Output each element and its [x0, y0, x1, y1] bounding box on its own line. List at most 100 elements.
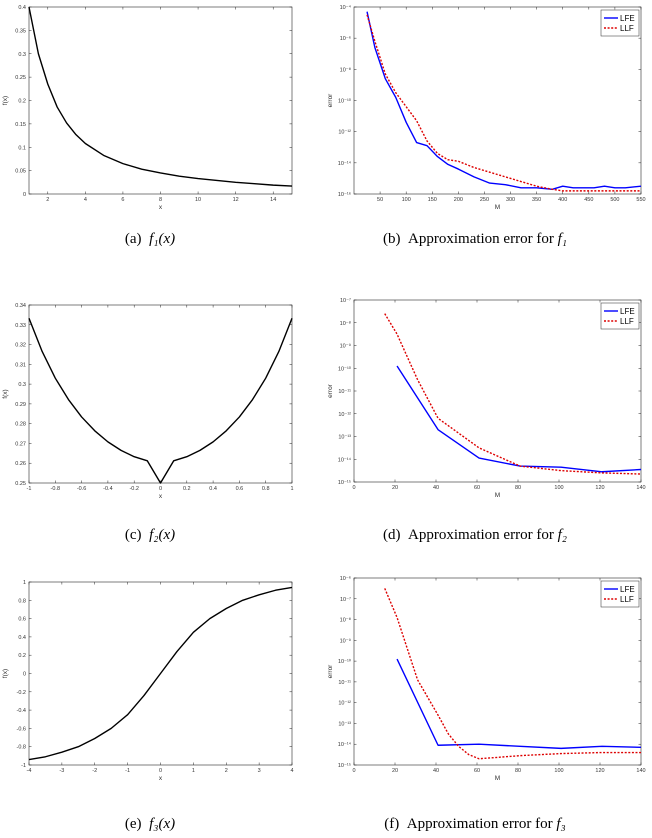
x-tick-label: 0.8 [262, 486, 270, 492]
x-tick-label: -0.2 [129, 486, 138, 492]
y-tick-label: 10⁻⁹ [340, 343, 351, 350]
y-tick-label: 10⁻¹⁰ [338, 658, 352, 665]
x-tick-label: 80 [515, 768, 521, 774]
y-tick-label: 10⁻¹⁴ [338, 741, 352, 748]
x-tick-label: 1 [192, 768, 195, 774]
series-line-f [28, 586, 293, 761]
y-tick-label: -1 [21, 763, 26, 769]
x-tick-label: 200 [454, 197, 463, 203]
chart-b: 50 100 150 200 250 300 350 400 450 500 550 10⁻¹⁶ 10⁻… [327, 4, 646, 211]
y-tick-label: 0.35 [15, 28, 26, 34]
legend-label-llf: LLF [620, 317, 634, 326]
y-tick-label: 0.26 [15, 461, 26, 467]
x-tick-label: 140 [636, 768, 645, 774]
chart-d: 0 20 40 60 80 100 120 140 10⁻¹⁵ 10⁻¹⁴ 10⁻¹³ 10⁻¹² 10… [327, 297, 646, 499]
x-tick-label: -1 [125, 768, 130, 774]
y-tick-label: 0.15 [15, 122, 26, 128]
y-tick-label: 10⁻¹⁵ [338, 762, 351, 769]
x-tick-label: 80 [515, 485, 521, 491]
x-axis-label: M [495, 204, 500, 211]
y-tick-label: 10⁻¹⁰ [338, 365, 352, 372]
x-tick-label: 100 [402, 197, 411, 203]
caption-a: (a) f₁(x) [124, 231, 176, 247]
x-tick-label: 400 [558, 197, 567, 203]
x-tick-label: 12 [233, 197, 239, 203]
y-tick-label: 0.8 [18, 598, 26, 604]
x-axis-label: x [159, 493, 163, 500]
x-tick-label: 20 [392, 485, 398, 491]
y-tick-label: 10⁻¹² [338, 130, 351, 136]
x-tick-label: 6 [121, 197, 124, 203]
series-line-lfe [366, 11, 642, 191]
legend-box [600, 9, 640, 37]
chart-a: 2 4 6 8 10 12 14 0 0.05 0.1 0.15 0.2 0.25 0.3 0.35 0.4 x… [2, 5, 293, 211]
x-tick-label: -0.4 [103, 486, 112, 492]
y-tick-label: 10⁻⁹ [340, 637, 351, 644]
y-tick-label: 0.29 [15, 402, 26, 408]
x-tick-label: 300 [506, 197, 515, 203]
caption-f: (f) Approximation error for f₃ [384, 816, 566, 832]
y-tick-label: -0.6 [17, 726, 26, 732]
caption-b: (b) Approximation error for f₁ [383, 231, 567, 247]
x-tick-label: 100 [554, 768, 563, 774]
plot-frame [353, 299, 642, 483]
y-tick-label: 0.28 [15, 422, 26, 428]
x-tick-label: 0.2 [183, 486, 191, 492]
chart-f: 0 20 40 60 80 100 120 140 10⁻¹⁵ 10⁻¹⁴ 10⁻¹³ 10⁻¹² 10… [327, 575, 646, 782]
y-tick-label: 10⁻¹³ [338, 721, 351, 727]
y-axis-label: f(x) [2, 669, 9, 678]
plot-frame [353, 6, 642, 195]
y-tick-label: 10⁻⁸ [340, 320, 351, 327]
y-tick-label: 0.4 [18, 635, 26, 641]
x-tick-label: 2 [225, 768, 228, 774]
x-tick-label: 8 [159, 197, 162, 203]
x-tick-label: 2 [46, 197, 49, 203]
x-tick-label: 4 [84, 197, 87, 203]
series-line-llf [384, 313, 642, 475]
x-tick-label: -4 [27, 768, 32, 774]
caption-e: (e) f₃(x) [124, 816, 176, 832]
x-tick-label: 4 [290, 768, 293, 774]
legend-label-lfe: LFE [620, 307, 635, 316]
y-axis-label: f(x) [2, 96, 9, 105]
y-tick-label: 0 [23, 672, 26, 678]
y-tick-label: 0.3 [18, 52, 26, 58]
x-tick-label: 40 [433, 768, 439, 774]
x-axis-label: x [159, 775, 163, 782]
y-tick-label: 10⁻¹⁶ [338, 191, 351, 198]
y-tick-label: 10⁻¹⁵ [338, 479, 351, 486]
y-tick-label: 10⁻⁷ [340, 297, 351, 304]
y-tick-label: 0.33 [15, 323, 26, 329]
legend-box [600, 302, 640, 330]
legend-box [600, 580, 640, 608]
x-tick-label: 550 [636, 197, 645, 203]
y-tick-label: 10⁻¹³ [338, 435, 351, 441]
series-line-lfe [396, 658, 642, 750]
x-tick-label: 60 [474, 485, 480, 491]
x-tick-label: 0 [352, 768, 355, 774]
series-line-llf [384, 588, 641, 760]
x-tick-label: 40 [433, 485, 439, 491]
x-tick-label: 20 [392, 768, 398, 774]
x-tick-label: 1 [290, 486, 293, 492]
plot-frame [353, 577, 642, 766]
x-tick-label: 14 [270, 197, 276, 203]
legend-label-llf: LLF [620, 24, 634, 33]
y-tick-label: 0.1 [18, 145, 26, 151]
y-tick-label: 10⁻⁷ [340, 596, 351, 603]
y-tick-label: 10⁻¹¹ [338, 680, 351, 686]
y-tick-label: 0.27 [15, 441, 26, 447]
y-tick-label: 10⁻¹⁴ [338, 160, 352, 167]
x-tick-label: 100 [554, 485, 563, 491]
y-tick-label: 10⁻¹⁰ [338, 98, 352, 105]
y-tick-label: 0.3 [18, 382, 26, 388]
x-tick-label: 350 [532, 197, 541, 203]
y-tick-label: 0.34 [15, 303, 26, 309]
y-tick-label: 0.32 [15, 343, 26, 349]
y-tick-label: -0.4 [17, 708, 26, 714]
x-tick-label: 60 [474, 768, 480, 774]
legend-label-lfe: LFE [620, 585, 635, 594]
x-axis-label: x [159, 204, 163, 211]
